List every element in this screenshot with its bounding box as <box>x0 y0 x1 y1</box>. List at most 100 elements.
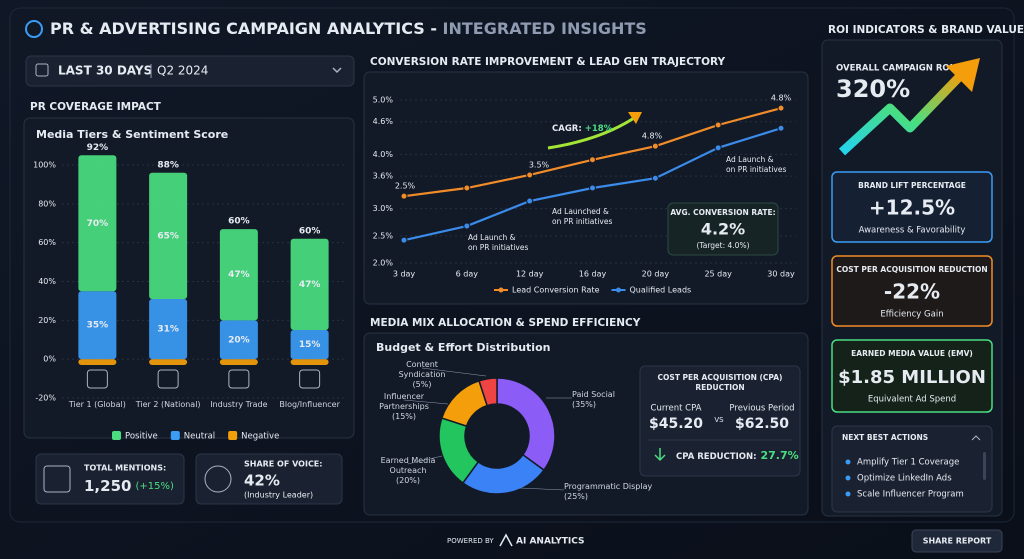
kpi-box <box>831 255 993 327</box>
card <box>195 453 343 505</box>
cagr-arrowhead <box>628 112 642 124</box>
card <box>35 453 185 505</box>
kpi-note: Awareness & Favorability <box>859 226 966 236</box>
cpa-value: $45.20 <box>649 416 703 432</box>
x-tick-label: Industry Trade <box>205 400 273 410</box>
x-tick-label: Tier 1 (Global) <box>69 400 126 409</box>
actions-title: NEXT BEST ACTIONS <box>842 433 928 442</box>
bar-segment <box>219 320 258 360</box>
legend-label: Neutral <box>184 432 215 442</box>
x-tick-label: 16 day <box>579 270 607 279</box>
slice-label: Content Syndication(5%) <box>382 360 462 390</box>
bar-segment <box>149 298 188 360</box>
vs: VS <box>714 416 724 424</box>
kpi-note: Equivalent Ad Spend <box>868 395 956 405</box>
average-box <box>667 202 779 256</box>
point <box>463 222 471 230</box>
filter-period: Q2 2024 <box>157 64 208 78</box>
roi-value: 320% <box>836 75 910 103</box>
total-label: 92% <box>87 143 109 153</box>
cpa-box <box>639 365 801 477</box>
point-label: 4.8% <box>771 94 792 103</box>
powered-by: POWERED BY <box>447 537 494 545</box>
point <box>589 156 596 164</box>
mentions-value: 1,250 <box>84 477 131 495</box>
x-tick-label-text: Tier 2 (National) <box>135 400 201 409</box>
bar-segment <box>219 229 258 321</box>
x-tick-label: Industry Trade <box>205 400 273 410</box>
category-icon <box>86 369 108 389</box>
x-tick-label: 12 day <box>516 270 544 279</box>
brand-logo <box>499 533 513 547</box>
slice-label: Paid Social(35%) <box>572 390 615 409</box>
cpa-reduction: CPA REDUCTION: 27.7% <box>676 449 799 462</box>
annotation: on PR initiatives <box>468 243 528 252</box>
frame <box>9 7 1015 523</box>
kpi-value: +12.5% <box>869 196 955 220</box>
y-tick-label: 4.0% <box>373 150 394 159</box>
title-main: PR & ADVERTISING CAMPAIGN ANALYTICS - <box>50 19 443 38</box>
brand: AI ANALYTICS <box>516 537 585 547</box>
value-label: 35% <box>87 321 109 331</box>
card-value: 42% <box>244 472 280 490</box>
point <box>526 197 534 205</box>
action-item[interactable]: Amplify Tier 1 Coverage <box>857 458 959 468</box>
total-label: 60% <box>228 217 250 227</box>
bar-segment <box>290 238 329 331</box>
collapse-icon[interactable] <box>971 435 981 441</box>
value-label: 47% <box>228 270 250 280</box>
x-tick-label: 30 day <box>767 270 795 279</box>
bar-segment <box>290 330 329 360</box>
slice-label: Programmatic Display(25%) <box>564 482 664 502</box>
action-item[interactable]: Optimize LinkedIn Ads <box>857 474 952 484</box>
kpi-box <box>831 171 993 243</box>
share-label[interactable]: SHARE REPORT <box>923 537 992 546</box>
y-tick-label: 2.5% <box>373 231 394 240</box>
card-label: SHARE OF VOICE: <box>244 460 322 469</box>
bar-segment <box>78 155 117 292</box>
y-tick-label: 40% <box>38 277 56 286</box>
kpi-box <box>831 339 993 413</box>
share-button[interactable] <box>911 529 1003 553</box>
total-label: 88% <box>157 160 179 170</box>
bullet <box>845 475 851 481</box>
chevron <box>332 67 342 74</box>
roi-arrow <box>838 70 966 156</box>
cagr-label: CAGR: <box>552 124 582 134</box>
mic-icon <box>204 465 232 493</box>
mentions-change: (+15%) <box>135 481 174 492</box>
value-label: 20% <box>228 335 250 345</box>
y-tick-label: 60% <box>38 238 56 247</box>
category-icon <box>299 369 321 389</box>
x-tick-label-text: Industry Trade <box>210 400 268 409</box>
bar-segment <box>149 359 188 365</box>
action-item[interactable]: Scale Influencer Program <box>857 490 964 500</box>
kpi-value: -22% <box>884 280 940 304</box>
bar-segment <box>219 359 258 365</box>
kpi-label: EARNED MEDIA VALUE (EMV) <box>851 349 973 358</box>
legend-swatch <box>112 431 121 440</box>
y-tick-label: 0% <box>43 355 56 364</box>
slice-label: Content Syndication(5%) <box>382 360 462 390</box>
cpa-value: $62.50 <box>735 416 789 432</box>
down-arrow <box>654 448 666 462</box>
slice-label-text: Earned Media Outreach <box>380 456 436 475</box>
date-filter[interactable] <box>25 55 355 87</box>
category-icon <box>157 369 179 389</box>
slice-label-text: Paid Social <box>572 390 615 399</box>
annotation: on PR initiatives <box>726 165 786 174</box>
calendar-icon <box>35 63 49 77</box>
point <box>651 142 659 150</box>
x-tick-label: Tier 2 (National) <box>134 400 202 410</box>
scrollbar <box>983 452 986 480</box>
y-tick-label: 20% <box>38 316 56 325</box>
slice <box>478 377 498 407</box>
cpa-label: Current CPA <box>651 404 702 414</box>
legend-label: Negative <box>241 432 279 442</box>
value-label: 31% <box>157 325 179 335</box>
legend-dot <box>616 287 621 293</box>
point <box>651 174 659 182</box>
card-value: 1,250 (+15%) <box>84 477 174 495</box>
kpi-label: BRAND LIFT PERCENTAGE <box>858 181 966 190</box>
